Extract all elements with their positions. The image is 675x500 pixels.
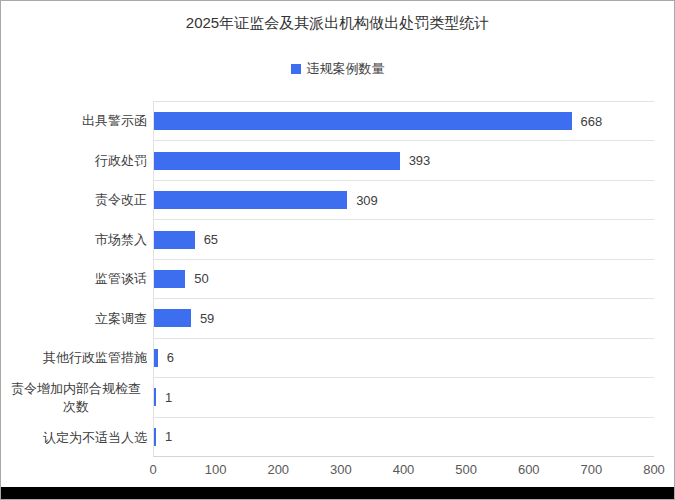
- data-bar: [154, 388, 156, 406]
- x-tick-label: 200: [267, 462, 289, 477]
- data-bar: [154, 270, 185, 288]
- category-label: 监管谈话: [95, 270, 147, 288]
- data-bar: [154, 231, 195, 249]
- category-label-cell: 市场禁入: [5, 220, 147, 260]
- x-tick-label: 400: [393, 462, 415, 477]
- category-label: 其他行政监管措施: [43, 349, 147, 367]
- x-tick-label: 600: [518, 462, 540, 477]
- bar-row: 50: [154, 260, 654, 299]
- category-label: 立案调查: [95, 310, 147, 328]
- data-bar: [154, 349, 158, 367]
- x-tick-label: 500: [455, 462, 477, 477]
- bar-value-label: 1: [165, 429, 172, 444]
- category-label-cell: 监管谈话: [5, 259, 147, 299]
- category-label-cell: 责令增加内部合规检查次数: [5, 378, 147, 418]
- x-tick-label: 800: [643, 462, 665, 477]
- legend-series-label: 违规案例数量: [307, 60, 385, 78]
- y-axis-category-labels: 出具警示函行政处罚责令改正市场禁入监管谈话立案调查其他行政监管措施责令增加内部合…: [5, 101, 147, 457]
- x-axis-tick-labels: 0100200300400500600700800: [153, 462, 654, 480]
- chart-title: 2025年证监会及其派出机构做出处罚类型统计: [1, 14, 674, 33]
- bar-value-label: 6: [167, 350, 174, 365]
- bar-value-label: 309: [356, 193, 378, 208]
- category-label-cell: 其他行政监管措施: [5, 338, 147, 378]
- bar-row: 309: [154, 181, 654, 220]
- bar-value-label: 59: [200, 311, 214, 326]
- bar-row: 65: [154, 220, 654, 259]
- bar-row: 59: [154, 299, 654, 338]
- x-tick-label: 700: [581, 462, 603, 477]
- x-tick-label: 300: [330, 462, 352, 477]
- category-label: 出具警示函: [82, 112, 147, 130]
- data-bar: [154, 112, 572, 130]
- bar-row: 1: [154, 418, 654, 456]
- category-label-cell: 立案调查: [5, 299, 147, 339]
- legend-swatch-icon: [291, 64, 301, 74]
- x-tick-label: 0: [149, 462, 156, 477]
- bar-row: 668: [154, 102, 654, 141]
- bar-value-label: 50: [194, 271, 208, 286]
- category-label: 责令改正: [95, 191, 147, 209]
- data-bar: [154, 152, 400, 170]
- category-label-cell: 责令改正: [5, 180, 147, 220]
- legend: 违规案例数量: [1, 60, 674, 78]
- bar-value-label: 393: [409, 153, 431, 168]
- plot-area: 668 393 309 65 50 59 6 1 1: [153, 101, 654, 457]
- category-label-cell: 出具警示函: [5, 101, 147, 141]
- data-bar: [154, 309, 191, 327]
- chart-window: 2025年证监会及其派出机构做出处罚类型统计 违规案例数量 出具警示函行政处罚责…: [0, 0, 675, 500]
- data-bar: [154, 191, 347, 209]
- data-bar: [154, 428, 156, 446]
- category-label: 市场禁入: [95, 231, 147, 249]
- bar-value-label: 65: [204, 232, 218, 247]
- bar-value-label: 668: [581, 114, 603, 129]
- bottom-black-strip: [1, 487, 674, 499]
- bar-row: 393: [154, 141, 654, 180]
- category-label: 认定为不适当人选: [43, 429, 147, 447]
- bar-row: 6: [154, 339, 654, 378]
- x-tick-label: 100: [205, 462, 227, 477]
- category-label-cell: 行政处罚: [5, 141, 147, 181]
- category-label: 行政处罚: [95, 152, 147, 170]
- category-label: 责令增加内部合规检查次数: [5, 380, 147, 415]
- bar-value-label: 1: [165, 390, 172, 405]
- bar-row: 1: [154, 378, 654, 417]
- category-label-cell: 认定为不适当人选: [5, 418, 147, 458]
